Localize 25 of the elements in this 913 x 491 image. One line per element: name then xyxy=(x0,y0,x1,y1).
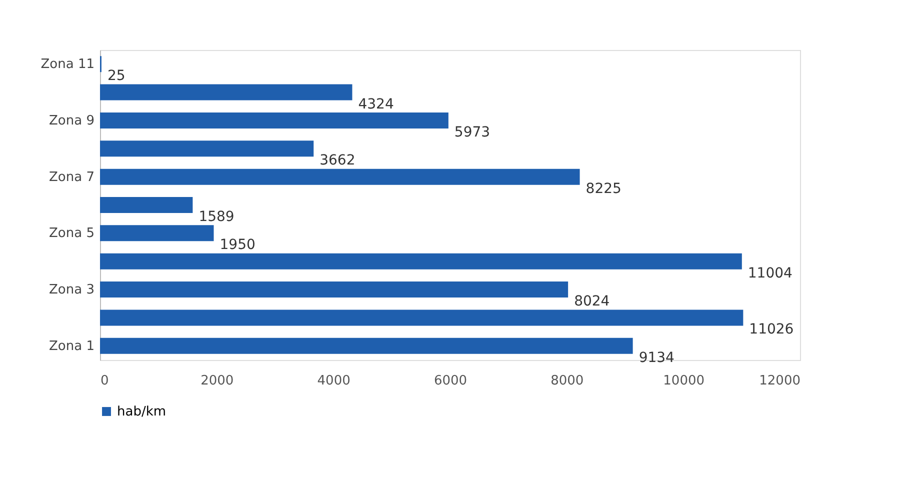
y-tick-label: Zona 7 xyxy=(49,170,94,185)
data-label: 1589 xyxy=(198,209,234,225)
y-tick-label: Zona 9 xyxy=(49,113,94,128)
data-label: 11026 xyxy=(749,322,794,338)
data-label: 11004 xyxy=(748,265,793,282)
data-label: 8225 xyxy=(586,180,622,197)
data-label: 9134 xyxy=(638,350,675,366)
x-tick-label: 6000 xyxy=(434,374,468,388)
data-label: 5973 xyxy=(454,124,490,140)
data-label: 4324 xyxy=(358,96,394,112)
y-tick-label: Zona 11 xyxy=(40,57,94,72)
legend-label: hab/km xyxy=(117,404,166,420)
data-label: 8024 xyxy=(574,294,610,310)
y-tick-label: Zona 3 xyxy=(49,282,94,298)
data-label: 1950 xyxy=(220,237,256,254)
data-label: 25 xyxy=(107,68,126,84)
y-tick-label: Zona 5 xyxy=(49,226,94,242)
y-tick-label: Zona 1 xyxy=(49,338,94,354)
x-tick-label: 8000 xyxy=(550,374,584,388)
data-label: 3662 xyxy=(320,152,356,169)
x-tick-label: 2000 xyxy=(200,374,234,388)
x-tick-label: 4000 xyxy=(317,374,350,388)
x-tick-label: 12000 xyxy=(759,374,800,388)
x-tick-label: 0 xyxy=(100,374,109,388)
x-tick-label: 10000 xyxy=(663,374,705,388)
